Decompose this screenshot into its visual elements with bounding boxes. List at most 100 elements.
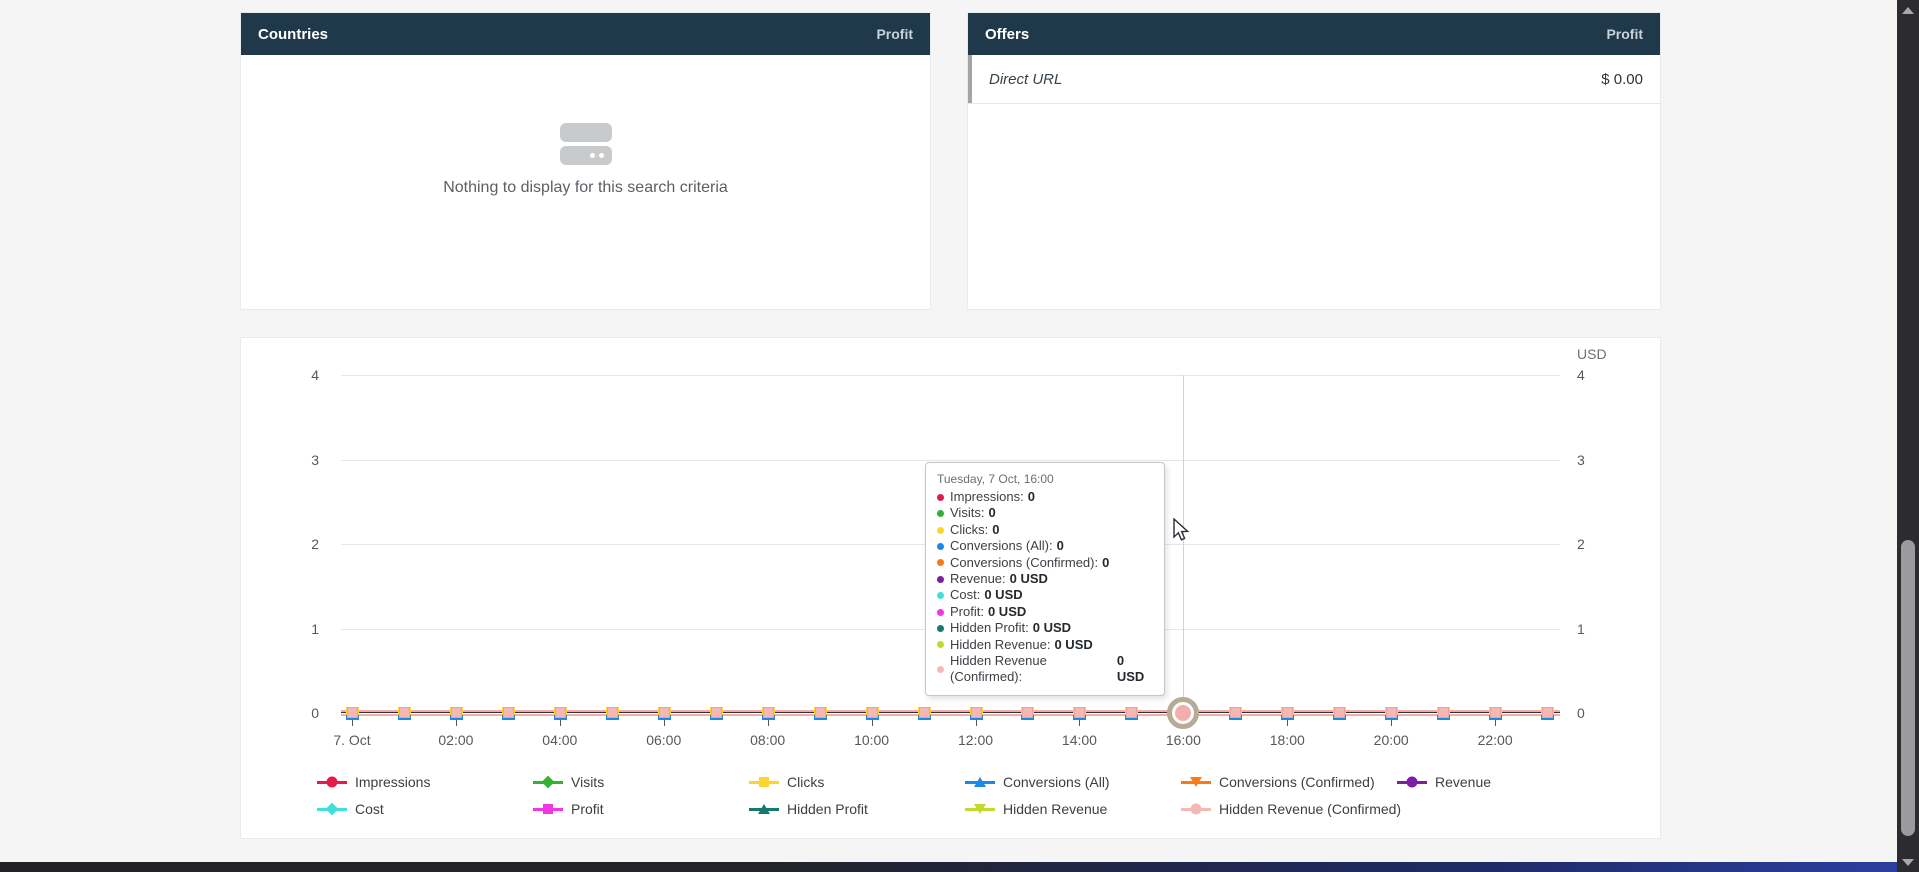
data-point-marker[interactable]	[1489, 707, 1503, 720]
hovered-point-halo[interactable]	[1167, 697, 1200, 729]
legend-item-hidden-revenue-confirmed[interactable]: Hidden Revenue (Confirmed)	[1181, 799, 1401, 819]
data-point-marker[interactable]	[449, 707, 463, 720]
x-axis-label: 14:00	[1061, 732, 1097, 748]
legend-item-profit[interactable]: Profit	[533, 799, 604, 819]
x-axis-tick	[1495, 718, 1497, 726]
tooltip-row: Conversions (All): 0	[937, 538, 1153, 554]
legend-item-revenue[interactable]: Revenue	[1397, 772, 1491, 792]
x-axis-label: 7. Oct	[333, 732, 371, 748]
flat-series-line	[341, 714, 1560, 716]
data-point-marker[interactable]	[346, 707, 359, 720]
tooltip-value: 0 USD	[984, 587, 1023, 603]
data-point-marker[interactable]	[917, 707, 931, 720]
tooltip-label: Conversions (Confirmed):	[950, 554, 1099, 570]
data-point-marker[interactable]	[1021, 707, 1035, 720]
legend-marker-icon	[317, 775, 347, 789]
tooltip-label: Hidden Profit:	[950, 620, 1029, 636]
tooltip-bullet-icon	[937, 575, 944, 583]
x-axis-label: 10:00	[854, 732, 890, 748]
tooltip-row: Profit: 0 USD	[937, 604, 1153, 620]
y-axis-tick-left: 2	[311, 536, 319, 552]
data-point-marker[interactable]	[1073, 707, 1087, 720]
legend-item-clicks[interactable]: Clicks	[749, 772, 824, 792]
legend-item-impressions[interactable]: Impressions	[317, 772, 430, 792]
data-point-marker[interactable]	[813, 707, 827, 720]
offers-panel: Offers Profit Direct URL $ 0.00	[967, 12, 1661, 310]
data-point-marker[interactable]	[865, 707, 879, 720]
tooltip-bullet-icon	[937, 608, 944, 616]
legend-marker-icon	[965, 802, 995, 816]
data-point-marker[interactable]	[397, 707, 411, 720]
tooltip-row: Clicks: 0	[937, 522, 1153, 538]
legend-marker-icon	[1397, 775, 1427, 789]
data-point-marker[interactable]	[761, 707, 775, 720]
legend-item-hidden-profit[interactable]: Hidden Profit	[749, 799, 868, 819]
y-axis-tick-left: 3	[311, 451, 319, 468]
data-point-marker[interactable]	[709, 707, 723, 720]
chart-unit-label: USD	[1577, 346, 1607, 362]
database-icon	[559, 123, 612, 165]
data-point-marker[interactable]	[605, 707, 619, 720]
tooltip-bullet-icon	[937, 665, 944, 673]
x-axis-tick	[975, 718, 977, 726]
tooltip-row: Conversions (Confirmed): 0	[937, 555, 1153, 571]
countries-metric-label: Profit	[876, 26, 913, 42]
grid-line	[341, 459, 1560, 461]
data-point-marker[interactable]	[501, 707, 515, 720]
data-point-marker[interactable]	[1385, 707, 1399, 720]
legend-label: Hidden Revenue	[1003, 801, 1108, 817]
data-point-marker[interactable]	[969, 707, 983, 720]
legend-item-cost[interactable]: Cost	[317, 799, 384, 819]
legend-marker-icon	[965, 775, 995, 789]
tooltip-row: Revenue: 0 USD	[937, 571, 1153, 587]
scroll-down-button[interactable]	[1897, 854, 1919, 870]
y-axis-tick-left: 0	[311, 705, 319, 721]
x-axis-tick	[559, 718, 561, 726]
tooltip-row: Impressions: 0	[937, 489, 1153, 505]
y-axis-tick-right: 0	[1577, 705, 1585, 721]
offer-row[interactable]: Direct URL $ 0.00	[968, 55, 1660, 104]
x-axis-label: 16:00	[1165, 732, 1201, 748]
legend-marker-icon	[749, 775, 779, 789]
legend-item-conversions-all[interactable]: Conversions (All)	[965, 772, 1110, 792]
x-axis-tick	[1079, 718, 1081, 726]
legend-item-visits[interactable]: Visits	[533, 772, 604, 792]
tooltip-value: 0 USD	[1009, 571, 1048, 587]
tooltip-bullet-icon	[937, 624, 944, 632]
x-axis-label: 12:00	[957, 732, 994, 748]
tooltip-bullet-icon	[937, 526, 944, 534]
legend-label: Conversions (All)	[1003, 774, 1110, 790]
data-point-marker[interactable]	[1281, 707, 1295, 720]
scrollbar[interactable]	[1897, 0, 1919, 872]
legend-marker-icon	[749, 802, 779, 816]
legend-marker-icon	[1181, 802, 1211, 816]
x-axis-tick	[455, 718, 457, 726]
data-point-marker[interactable]	[553, 707, 567, 720]
tooltip-value: 0 USD	[1032, 620, 1072, 636]
legend-item-hidden-revenue[interactable]: Hidden Revenue	[965, 799, 1107, 819]
tooltip-bullet-icon	[937, 559, 944, 567]
legend-item-conversions-confirmed[interactable]: Conversions (Confirmed)	[1181, 772, 1375, 792]
scrollbar-thumb[interactable]	[1901, 540, 1915, 836]
tooltip-label: Impressions:	[950, 489, 1024, 504]
offer-profit-value: $ 0.00	[1601, 70, 1643, 88]
data-point-marker[interactable]	[1437, 707, 1451, 720]
tooltip-bullet-icon	[937, 493, 944, 501]
legend-label: Conversions (Confirmed)	[1219, 774, 1375, 790]
legend-marker-icon	[317, 802, 347, 816]
tooltip-label: Clicks:	[950, 521, 989, 537]
scroll-up-button[interactable]	[1897, 2, 1919, 18]
data-point-marker[interactable]	[1229, 707, 1243, 720]
data-point-marker[interactable]	[657, 707, 671, 720]
data-point-marker[interactable]	[1333, 707, 1347, 720]
data-point-marker[interactable]	[1541, 707, 1555, 720]
tooltip-label: Profit:	[950, 603, 984, 619]
tooltip-value: 0	[992, 521, 1000, 537]
tooltip-row: Cost: 0 USD	[937, 587, 1153, 603]
plot-area: 4 4 3 3 2 2 1 1 0 0 7. Oct 02:00 04:00 06:00 08:00 10:0…	[241, 338, 1660, 838]
legend-label: Visits	[571, 774, 605, 790]
data-point-marker[interactable]	[1125, 707, 1139, 720]
y-axis-tick-left: 1	[311, 620, 319, 637]
x-axis-tick	[1287, 718, 1289, 726]
y-axis-tick-right: 4	[1577, 367, 1585, 383]
